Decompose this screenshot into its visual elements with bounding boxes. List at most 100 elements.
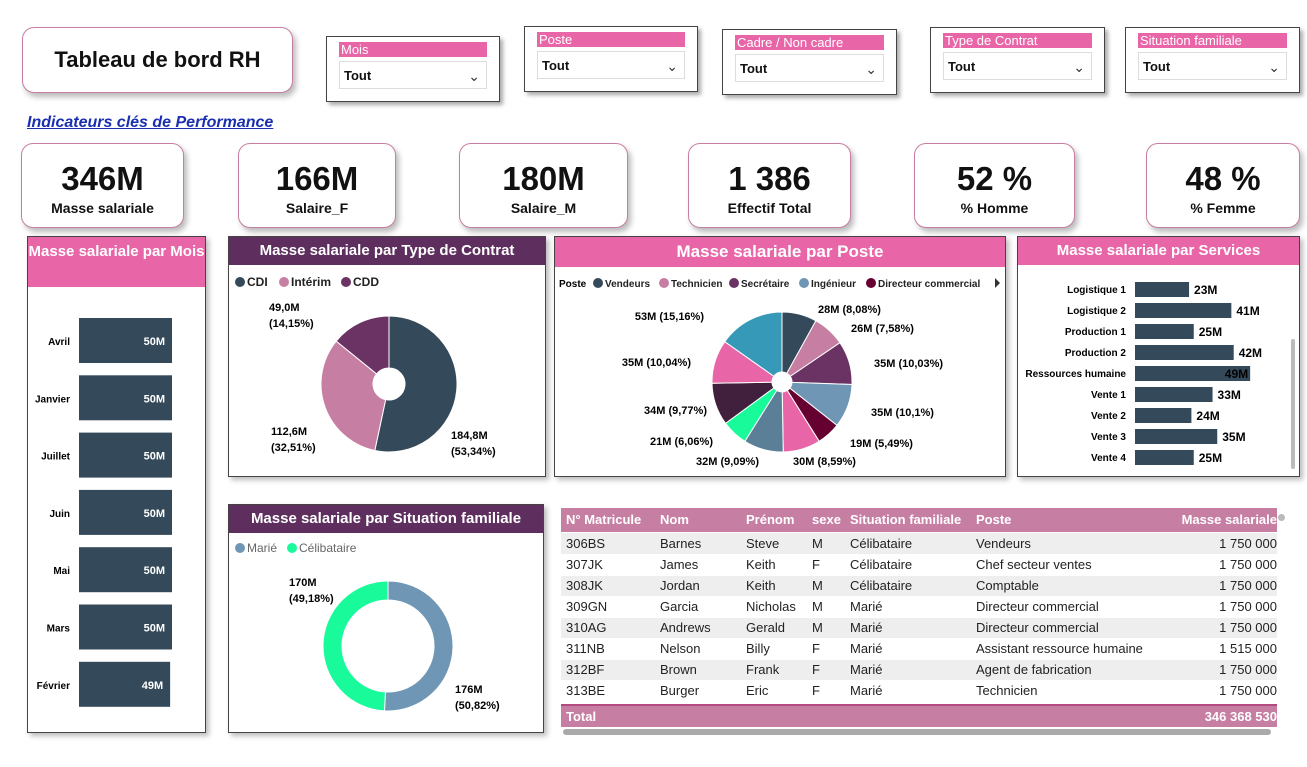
data-label: 50M [144, 336, 165, 348]
slicer-2[interactable]: Cadre / Non cadre Tout ⌄ [722, 29, 897, 95]
slicer-label: Poste [537, 32, 685, 47]
bar [79, 604, 172, 650]
vertical-scrollbar[interactable] [1278, 514, 1285, 521]
table-cell: 306BS [566, 535, 606, 551]
bar [79, 489, 172, 535]
data-label: 49M [142, 680, 163, 692]
column-header[interactable]: sexe [812, 512, 841, 527]
slicer-dropdown[interactable]: Tout ⌄ [735, 54, 884, 82]
total-label: Total [566, 709, 597, 724]
total-value: 346 368 530 [1204, 709, 1277, 724]
column-header[interactable]: Nom [660, 512, 689, 527]
dashboard-title: Tableau de bord RH [22, 27, 293, 93]
slicer-value: Tout [948, 59, 976, 74]
chart-famille: Masse salariale par Situation familiale … [228, 504, 544, 733]
scrollbar [1291, 339, 1295, 469]
table-row[interactable]: 310AG Andrews Gerald M Marié Directeur commer… [561, 617, 1277, 638]
table-cell: Chef secteur ventes [976, 557, 1092, 572]
column-header[interactable]: Situation familiale [850, 512, 962, 527]
horizontal-scrollbar[interactable] [563, 729, 1271, 735]
data-label: 35M (10,03%) [874, 358, 943, 370]
kpi-card: 1 386 Effectif Total [688, 143, 851, 228]
table-cell: F [812, 683, 820, 698]
bar-chart: Avril 50M Janvier 50M Juillet 50M Juin 50M Mai 50… [35, 318, 172, 707]
column-header[interactable]: Poste [976, 512, 1012, 527]
slicer-label: Situation familiale [1138, 33, 1287, 48]
slicer-value: Tout [344, 68, 372, 83]
table-cell: 313BE [566, 683, 606, 698]
chart-title: Masse salariale par Type de Contrat [229, 237, 545, 265]
legend-marker [235, 277, 245, 287]
slicer-0[interactable]: Mois Tout ⌄ [326, 36, 500, 102]
table-cell: 311NB [566, 641, 605, 656]
legend-item: Vendeurs [605, 279, 650, 290]
legend-item: Marié [247, 541, 277, 555]
kpi-value: 48 % [1185, 160, 1261, 197]
table-row[interactable]: 313BE Burger Eric F Marié Technicien 1 750 000 [561, 680, 1277, 701]
slicer-dropdown[interactable]: Tout ⌄ [339, 61, 487, 89]
table-cell: F [812, 662, 820, 677]
table-cell: Célibataire [850, 535, 913, 551]
legend-marker [593, 278, 603, 288]
bar [1135, 324, 1194, 339]
category-label: Vente 3 [1091, 432, 1126, 443]
table-cell: Jordan [660, 578, 700, 593]
table-body[interactable]: 306BS Barnes Steve M Célibataire Vendeurs 1 75… [561, 533, 1277, 703]
data-label: 25M [1199, 325, 1222, 339]
table-cell: 307JK [566, 557, 603, 572]
kpi-card: 180M Salaire_M [459, 143, 628, 228]
table-row[interactable]: 309GN Garcia Nicholas M Marié Directeur comme… [561, 596, 1277, 617]
legend-next-icon [995, 278, 1000, 288]
table-row[interactable]: 312BF Brown Frank F Marié Agent de fabricatio… [561, 659, 1277, 680]
bar [1135, 429, 1218, 444]
data-label: 34M (9,77%) [644, 405, 707, 417]
data-label: 35M (10,04%) [622, 357, 691, 369]
table-cell: Marié [850, 641, 883, 656]
bar [1135, 387, 1213, 402]
data-label: 170M (49,18%) [289, 577, 334, 605]
data-label: 50M [144, 393, 165, 405]
table-total-row: Total 346 368 530 [561, 704, 1277, 727]
table-cell: Burger [660, 683, 700, 698]
slicer-3[interactable]: Type de Contrat Tout ⌄ [930, 27, 1105, 93]
legend-marker [799, 278, 809, 288]
table-cell: F [812, 641, 820, 656]
table-row[interactable]: 308JK Jordan Keith M Célibataire Comptable 1 7… [561, 575, 1277, 596]
slicer-1[interactable]: Poste Tout ⌄ [524, 26, 698, 92]
table-cell: Andrews [660, 620, 711, 635]
column-header[interactable]: N° Matricule [566, 512, 642, 527]
data-label: 21M (6,06%) [650, 436, 713, 448]
pie-slice [322, 580, 389, 712]
slicer-dropdown[interactable]: Tout ⌄ [943, 52, 1092, 80]
chevron-down-icon: ⌄ [666, 58, 678, 74]
table-cell: Marié [850, 599, 883, 614]
column-header[interactable]: Masse salariale [1181, 512, 1277, 527]
category-label: Production 1 [1065, 327, 1127, 338]
table-cell: Technicien [976, 683, 1038, 698]
table-row[interactable]: 306BS Barnes Steve M Célibataire Vendeurs 1 75… [561, 533, 1277, 554]
legend-item: CDI [247, 275, 268, 289]
kpi-value: 166M [275, 160, 359, 197]
slicer-dropdown[interactable]: Tout ⌄ [1138, 52, 1287, 80]
table-cell: Barnes [660, 535, 702, 551]
table-cell: 310AG [566, 620, 607, 635]
table-cell: Directeur commercial [976, 599, 1099, 614]
data-label: 23M [1194, 283, 1217, 297]
table-cell: 1 750 000 [1219, 599, 1277, 614]
table-row[interactable]: 307JK James Keith F Célibataire Chef secteur … [561, 554, 1277, 575]
legend-marker [287, 543, 297, 553]
data-label: 53M (15,16%) [635, 311, 704, 323]
donut-chart: Marié Célibataire 176M (50,82%) 170M (49,18%) [235, 541, 500, 712]
table-cell: 309GN [566, 599, 608, 614]
table-cell: M [812, 599, 823, 614]
slicer-4[interactable]: Situation familiale Tout ⌄ [1125, 27, 1300, 93]
column-header[interactable]: Prénom [746, 512, 795, 527]
data-label: 49M [1225, 367, 1248, 381]
data-label: 50M [144, 565, 165, 577]
table-row[interactable]: 311NB Nelson Billy F Marié Assistant ressourc… [561, 638, 1277, 659]
data-label: 35M (10,1%) [871, 407, 934, 419]
kpi-heading: Indicateurs clés de Performance [27, 114, 274, 131]
kpi-card: 166M Salaire_F [238, 143, 396, 228]
slicer-dropdown[interactable]: Tout ⌄ [537, 51, 685, 79]
table-cell: M [812, 535, 823, 551]
